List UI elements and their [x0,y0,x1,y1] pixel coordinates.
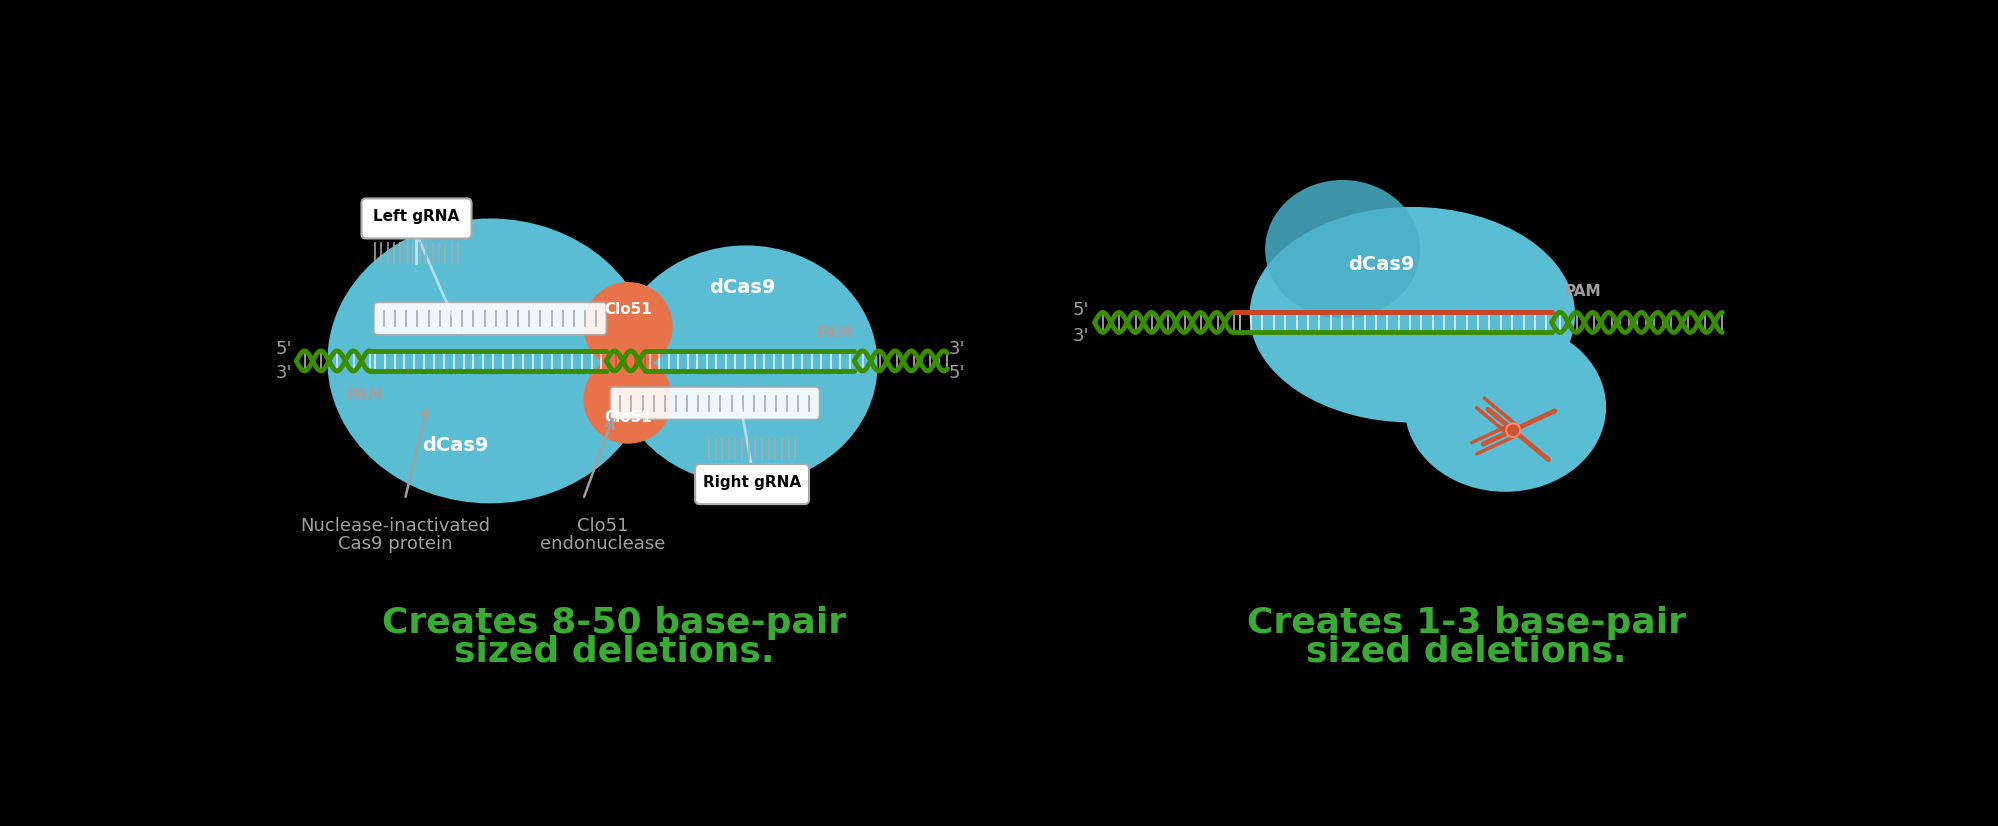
Text: PAM: PAM [346,388,384,403]
Text: dCas9: dCas9 [422,436,488,455]
Ellipse shape [583,355,671,444]
Ellipse shape [1249,207,1574,423]
FancyBboxPatch shape [609,387,819,420]
Text: 5': 5' [1071,301,1089,319]
Ellipse shape [613,245,877,484]
Text: Clo51: Clo51 [603,410,651,425]
FancyBboxPatch shape [374,302,605,335]
FancyBboxPatch shape [695,464,809,504]
Text: sized deletions.: sized deletions. [1307,635,1626,669]
Text: Clo51: Clo51 [577,517,627,535]
Text: 3': 3' [1071,326,1089,344]
Ellipse shape [1405,322,1604,491]
Ellipse shape [328,218,653,503]
Text: Clo51: Clo51 [603,301,651,317]
Text: 3': 3' [947,340,965,358]
Text: Cas9 protein: Cas9 protein [338,535,454,553]
Text: Nuclease-inactivated: Nuclease-inactivated [300,517,490,535]
Text: 5': 5' [947,364,965,382]
Text: 3': 3' [276,364,292,382]
Text: Left gRNA: Left gRNA [374,210,460,225]
Text: endonuclease: endonuclease [539,535,665,553]
Text: PAM: PAM [1564,284,1600,299]
Ellipse shape [1265,180,1419,319]
Text: dCas9: dCas9 [1347,255,1415,274]
Text: sized deletions.: sized deletions. [454,635,773,669]
FancyBboxPatch shape [362,198,472,239]
Text: Right gRNA: Right gRNA [703,475,801,490]
Circle shape [1504,423,1518,437]
Text: Creates 8-50 base-pair: Creates 8-50 base-pair [382,605,845,639]
Text: PAM: PAM [817,326,853,341]
Text: 5': 5' [276,340,292,358]
Ellipse shape [583,282,671,371]
Text: dCas9: dCas9 [709,278,775,297]
Text: Creates 1-3 base-pair: Creates 1-3 base-pair [1247,605,1684,639]
